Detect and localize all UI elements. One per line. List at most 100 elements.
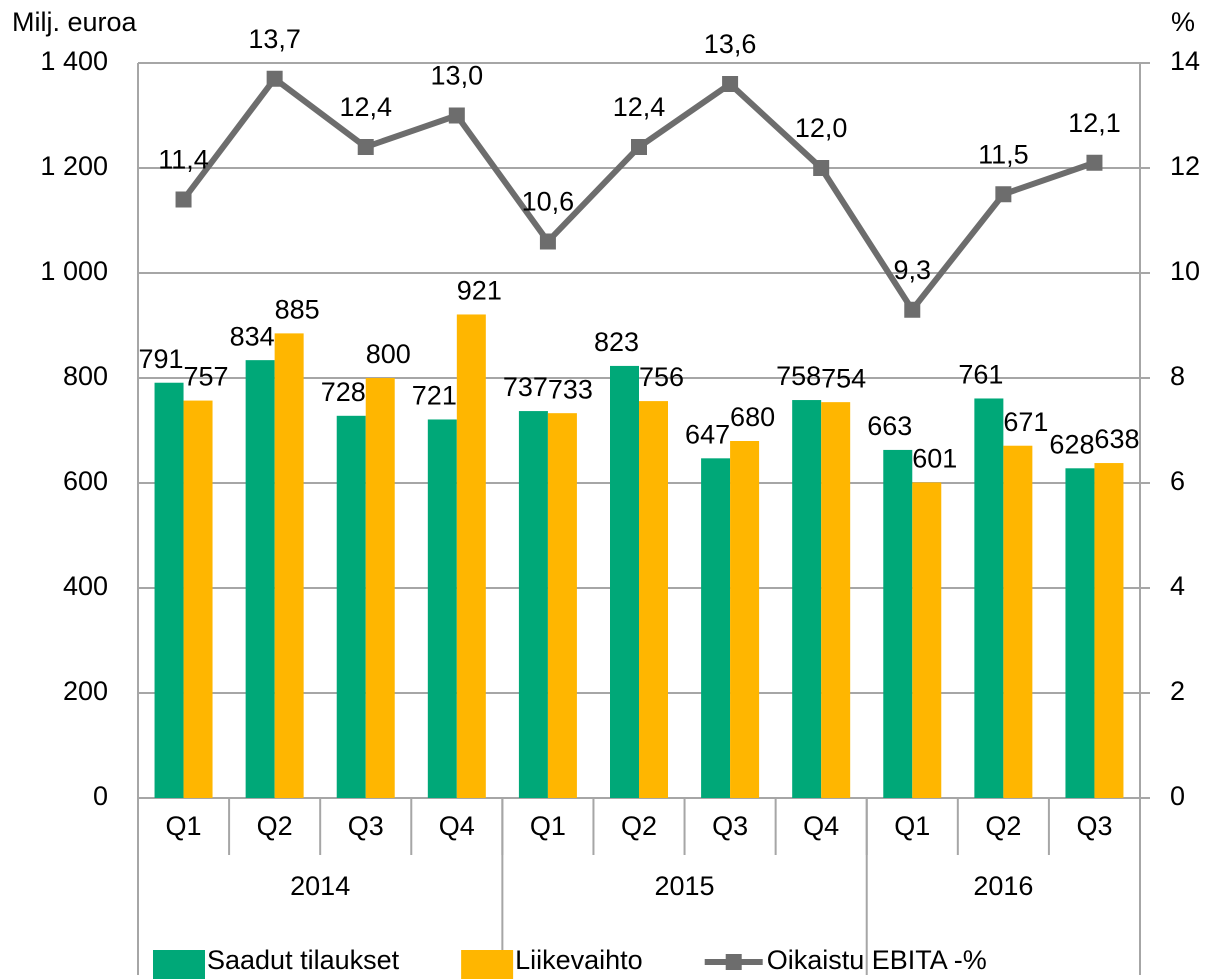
data-label: 601 bbox=[912, 444, 957, 474]
x-tick-label: Q1 bbox=[530, 811, 566, 841]
x-tick-label: Q2 bbox=[985, 811, 1021, 841]
line-marker bbox=[448, 107, 465, 124]
data-label: 680 bbox=[730, 402, 775, 432]
bar bbox=[365, 378, 395, 798]
data-label: 885 bbox=[275, 295, 320, 325]
data-label: 823 bbox=[594, 327, 639, 357]
data-label: 800 bbox=[366, 339, 411, 369]
legend-swatch bbox=[461, 950, 514, 979]
bar bbox=[456, 314, 486, 798]
data-label: 12,1 bbox=[1068, 108, 1121, 138]
line-marker bbox=[266, 70, 283, 87]
data-label: 754 bbox=[821, 363, 866, 393]
legend-label: Oikaistu EBITA -% bbox=[767, 945, 987, 975]
data-label: 9,3 bbox=[893, 255, 931, 285]
bar bbox=[883, 449, 913, 798]
x-tick-label: Q3 bbox=[1076, 811, 1112, 841]
line-marker bbox=[813, 160, 830, 176]
data-label: 721 bbox=[412, 381, 457, 411]
y2-tick-label: 8 bbox=[1170, 361, 1185, 391]
data-label: 628 bbox=[1049, 429, 1094, 459]
data-label: 756 bbox=[639, 362, 684, 392]
data-label: 13,0 bbox=[431, 61, 484, 91]
y-tick-label: 1 000 bbox=[40, 256, 108, 286]
x-tick-label: Q1 bbox=[894, 811, 930, 841]
data-label: 12,4 bbox=[613, 92, 666, 122]
line-marker bbox=[175, 191, 192, 208]
data-label: 791 bbox=[139, 344, 184, 374]
y-tick-label: 800 bbox=[63, 361, 108, 391]
legend-label: Liikevaihto bbox=[515, 945, 643, 975]
bar bbox=[974, 398, 1004, 798]
bar bbox=[701, 458, 731, 798]
line-marker bbox=[631, 139, 647, 155]
data-label: 758 bbox=[776, 361, 821, 391]
y2-tick-label: 0 bbox=[1170, 781, 1185, 811]
data-label: 11,4 bbox=[158, 145, 209, 175]
x-tick-label: Q4 bbox=[439, 811, 475, 841]
data-label: 11,5 bbox=[978, 139, 1029, 169]
group-label: 2015 bbox=[655, 871, 715, 901]
y-tick-label: 1 200 bbox=[40, 151, 108, 181]
y-axis-label: Milj. euroa bbox=[12, 7, 138, 37]
bar bbox=[1003, 445, 1033, 798]
bar bbox=[427, 419, 457, 798]
data-label: 13,6 bbox=[704, 29, 757, 59]
bar bbox=[336, 415, 366, 798]
legend-label: Saadut tilaukset bbox=[207, 945, 400, 975]
data-label: 10,6 bbox=[522, 187, 575, 217]
bar bbox=[547, 413, 577, 798]
data-label: 638 bbox=[1094, 424, 1139, 454]
bar bbox=[1094, 463, 1124, 798]
data-label: 761 bbox=[958, 360, 1003, 390]
data-label: 921 bbox=[457, 276, 502, 306]
bar bbox=[792, 400, 822, 798]
data-label: 728 bbox=[321, 377, 366, 407]
legend-swatch bbox=[725, 954, 742, 970]
y2-tick-label: 6 bbox=[1170, 466, 1185, 496]
x-tick-label: Q3 bbox=[712, 811, 748, 841]
group-label: 2016 bbox=[973, 871, 1033, 901]
data-label: 12,4 bbox=[339, 92, 392, 122]
bar bbox=[518, 411, 548, 798]
bar bbox=[912, 482, 942, 798]
bar bbox=[183, 400, 213, 798]
bar bbox=[821, 402, 851, 798]
line-marker bbox=[539, 233, 556, 250]
data-label: 13,7 bbox=[248, 24, 301, 54]
y-tick-label: 200 bbox=[63, 676, 108, 706]
y2-tick-label: 14 bbox=[1170, 46, 1200, 76]
y2-axis-label: % bbox=[1171, 7, 1195, 37]
data-label: 737 bbox=[503, 372, 548, 402]
data-label: 647 bbox=[685, 419, 730, 449]
x-tick-label: Q4 bbox=[803, 811, 839, 841]
line-marker bbox=[1086, 154, 1103, 171]
y-tick-label: 600 bbox=[63, 466, 108, 496]
bar bbox=[274, 333, 304, 798]
bar bbox=[154, 382, 184, 798]
line-marker bbox=[722, 76, 739, 92]
data-label: 757 bbox=[184, 362, 229, 392]
bar bbox=[639, 401, 668, 798]
x-tick-label: Q1 bbox=[166, 811, 202, 841]
data-label: 834 bbox=[230, 321, 275, 351]
y2-tick-label: 4 bbox=[1170, 571, 1185, 601]
x-tick-label: Q2 bbox=[621, 811, 657, 841]
data-label: 733 bbox=[548, 374, 593, 404]
line-marker bbox=[357, 139, 374, 155]
y2-tick-label: 10 bbox=[1170, 256, 1200, 286]
y2-tick-label: 12 bbox=[1170, 151, 1200, 181]
data-label: 663 bbox=[867, 411, 912, 441]
y2-tick-label: 2 bbox=[1170, 676, 1185, 706]
bar bbox=[730, 441, 760, 798]
x-tick-label: Q3 bbox=[348, 811, 384, 841]
group-label: 2014 bbox=[290, 871, 350, 901]
y-tick-label: 400 bbox=[63, 571, 108, 601]
legend-swatch bbox=[153, 950, 205, 979]
y-tick-label: 1 400 bbox=[40, 46, 108, 76]
line-marker bbox=[904, 301, 921, 318]
x-tick-label: Q2 bbox=[257, 811, 293, 841]
line-marker bbox=[995, 186, 1012, 203]
bar bbox=[610, 365, 639, 798]
